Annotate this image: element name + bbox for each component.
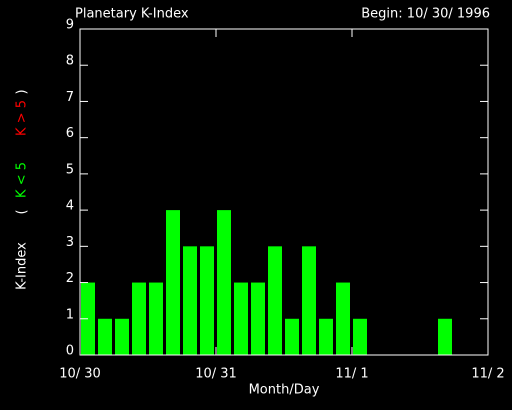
legend-entry: K > 5: [15, 100, 30, 136]
y-tick-label: 5: [66, 162, 74, 177]
bar: [302, 246, 316, 355]
x-tick-label: 10/ 31: [195, 367, 237, 382]
y-tick-label: 0: [66, 344, 74, 359]
x-tick-label: 11/ 1: [335, 367, 368, 382]
bar: [251, 282, 265, 355]
y-tick-label: 6: [66, 126, 74, 141]
y-tick-label: 7: [66, 90, 74, 105]
y-tick-label: 9: [66, 18, 74, 33]
y-tick-label: 2: [66, 271, 74, 286]
y-tick-label: 1: [66, 307, 74, 322]
legend-entry: K < 5: [15, 162, 30, 198]
chart-title: Planetary K-Index: [75, 7, 189, 22]
plot-frame: [79, 28, 489, 356]
y-tick-label: 8: [66, 54, 74, 69]
x-axis-label: Month/Day: [249, 383, 320, 398]
bar: [149, 282, 163, 355]
x-tick-label: 10/ 30: [59, 367, 101, 382]
y-tick-label: 4: [66, 199, 74, 214]
bar: [166, 210, 180, 355]
legend-bracket: ): [15, 89, 30, 94]
bar: [285, 318, 299, 355]
x-tick-label: 11/ 2: [471, 367, 504, 382]
bar: [217, 210, 231, 355]
bar: [183, 246, 197, 355]
y-axis-label: K-Index: [15, 242, 30, 290]
chart-subtitle: Begin: 10/ 30/ 1996: [361, 7, 490, 22]
bar: [336, 282, 350, 355]
y-tick-label: 3: [66, 235, 74, 250]
bar: [200, 246, 214, 355]
bar: [98, 318, 112, 355]
bar: [268, 246, 282, 355]
bar: [319, 318, 333, 355]
bar: [234, 282, 248, 355]
bar: [353, 318, 367, 355]
legend-bracket: (: [15, 209, 30, 214]
bar: [438, 318, 452, 355]
bar: [132, 282, 146, 355]
bar: [115, 318, 129, 355]
